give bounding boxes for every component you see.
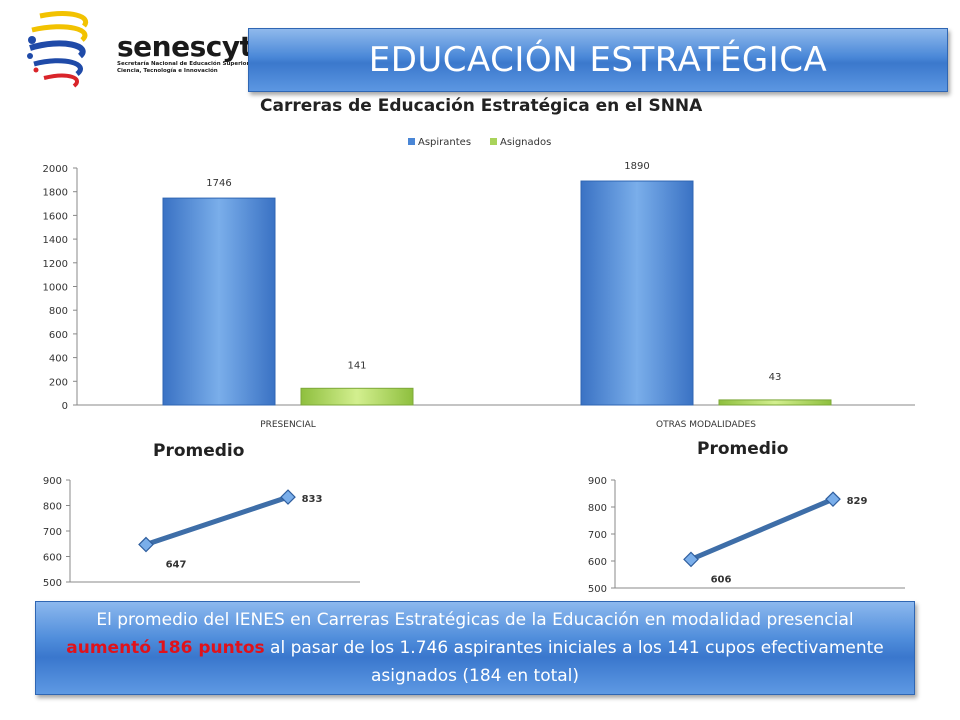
line-chart-1-title: Promedio [153, 441, 245, 461]
data-point-marker [280, 489, 296, 505]
y-tick-label: 700 [588, 530, 607, 541]
data-point-label: 833 [302, 494, 323, 505]
legend-label-asignados: Asignados [500, 137, 551, 148]
y-tick-label: 600 [49, 330, 68, 341]
y-tick-label: 900 [43, 476, 62, 487]
legend-swatch-asignados [490, 138, 497, 145]
y-tick-label: 1200 [43, 259, 68, 270]
y-tick-label: 600 [588, 557, 607, 568]
y-tick-label: 400 [49, 354, 68, 365]
data-point-label: 606 [711, 574, 732, 585]
bar-aspirantes-0 [162, 197, 276, 406]
line-chart-1: 500 600 700 800 900 647 833 [43, 476, 360, 589]
bar-value-label: 141 [347, 360, 366, 371]
series-line [688, 496, 836, 562]
bar-value-label: 43 [769, 372, 782, 383]
page-title: EDUCACIÓN ESTRATÉGICA [248, 28, 948, 92]
y-tick-label: 800 [43, 502, 62, 513]
series-line [143, 494, 291, 548]
y-tick-label: 700 [43, 527, 62, 538]
x-tick-otras-modalidades: OTRAS MODALIDADES [656, 420, 756, 430]
line-chart-2: 500 600 700 800 900 606 829 [588, 476, 905, 595]
y-tick-label: 500 [588, 584, 607, 595]
y-tick-label: 200 [49, 377, 68, 388]
bar-asignados-1 [718, 399, 832, 406]
data-point-label: 829 [847, 496, 868, 507]
x-tick-presencial: PRESENCIAL [260, 420, 316, 430]
y-tick-label: 0 [62, 401, 68, 412]
y-tick-label: 500 [43, 578, 62, 589]
logo-swirl-icon [27, 11, 89, 88]
bar-value-label: 1890 [624, 161, 649, 172]
legend-swatch-aspirantes [408, 138, 415, 145]
y-tick-label: 1000 [43, 283, 68, 294]
data-point-marker [138, 536, 154, 553]
bar-aspirantes-1 [580, 180, 694, 406]
y-tick-label: 800 [588, 503, 607, 514]
y-tick-label: 1800 [43, 188, 68, 199]
legend-label-aspirantes: Aspirantes [418, 137, 471, 148]
y-tick-label: 900 [588, 476, 607, 487]
senescyt-logo: senescyt Secretaría Nacional de Educació… [22, 8, 253, 88]
y-tick-label: 2000 [43, 164, 68, 175]
y-tick-label: 1600 [43, 211, 68, 222]
bar-chart: Aspirantes Asignados 0 200 400 600 800 1000 12… [43, 137, 915, 430]
y-tick-label: 1400 [43, 235, 68, 246]
summary-note: El promedio del IENES en Carreras Estrat… [35, 601, 915, 695]
note-text-1: El promedio del IENES en Carreras Estrat… [96, 610, 854, 630]
bar-value-label: 1746 [206, 178, 231, 189]
note-text-2: al pasar de los 1.746 aspirantes inicial… [264, 638, 884, 686]
bar-chart-title: Carreras de Educación Estratégica en el … [260, 96, 703, 116]
y-tick-label: 800 [49, 306, 68, 317]
y-tick-label: 600 [43, 553, 62, 564]
line-chart-2-title: Promedio [697, 439, 789, 459]
data-point-label: 647 [166, 560, 187, 571]
data-point-marker [825, 491, 841, 508]
logo-subtitle: Secretaría Nacional de Educación Superio… [117, 61, 251, 74]
logo-name: senescyt [117, 30, 253, 63]
data-point-marker [683, 551, 699, 568]
note-highlight: aumentó 186 puntos [66, 638, 265, 658]
bar-asignados-0 [300, 387, 414, 406]
